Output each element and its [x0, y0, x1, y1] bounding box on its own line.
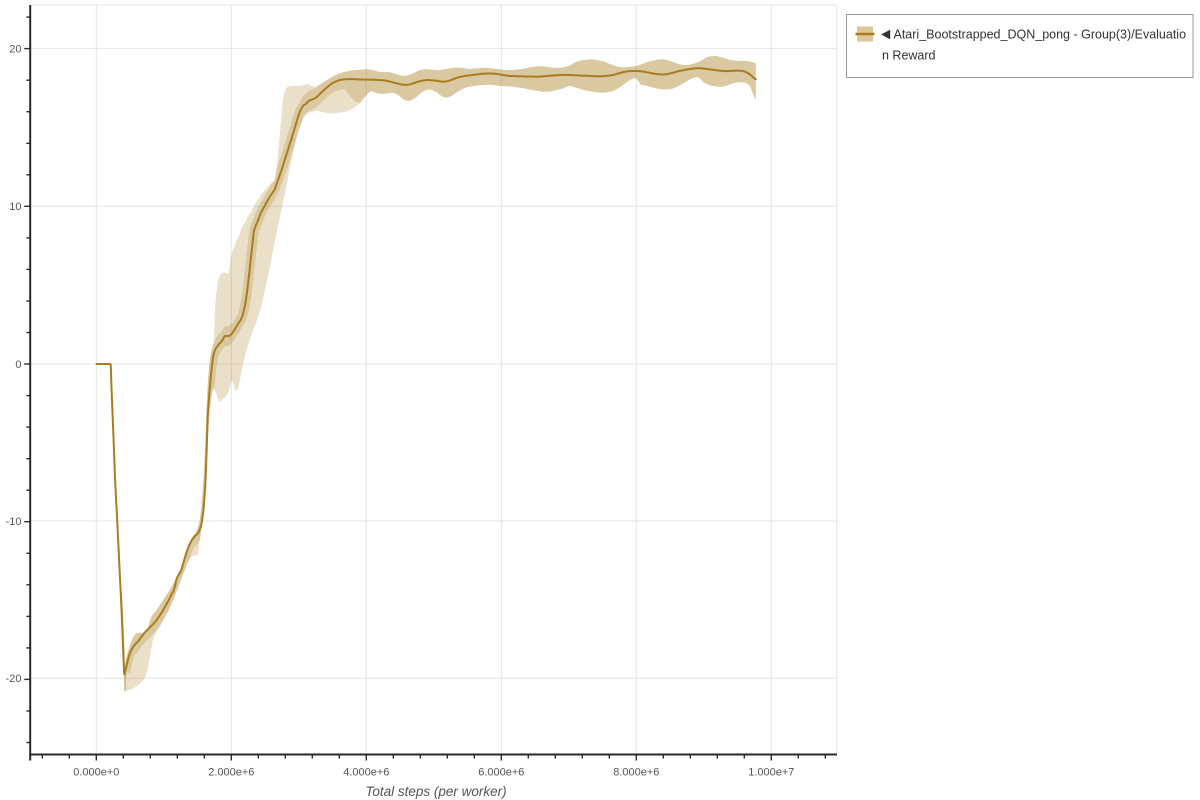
svg-text:0: 0 — [15, 359, 21, 371]
svg-text:-20: -20 — [6, 673, 22, 685]
svg-text:2.000e+6: 2.000e+6 — [208, 767, 254, 779]
svg-text:Atari_Bootstrapped_DQN_pong -: Atari_Bootstrapped_DQN_pong - Group(3)/E… — [894, 28, 1187, 42]
svg-text:1.000e+7: 1.000e+7 — [748, 767, 794, 779]
svg-text:8.000e+6: 8.000e+6 — [613, 767, 659, 779]
svg-text:6.000e+6: 6.000e+6 — [478, 767, 524, 779]
svg-text:20: 20 — [9, 44, 21, 56]
svg-text:10: 10 — [9, 201, 21, 213]
svg-text:4.000e+6: 4.000e+6 — [343, 767, 389, 779]
svg-text:0.000e+0: 0.000e+0 — [73, 767, 119, 779]
svg-text:Total steps (per worker): Total steps (per worker) — [365, 784, 506, 799]
svg-text:n Reward: n Reward — [882, 49, 936, 63]
svg-text:-10: -10 — [6, 516, 22, 528]
